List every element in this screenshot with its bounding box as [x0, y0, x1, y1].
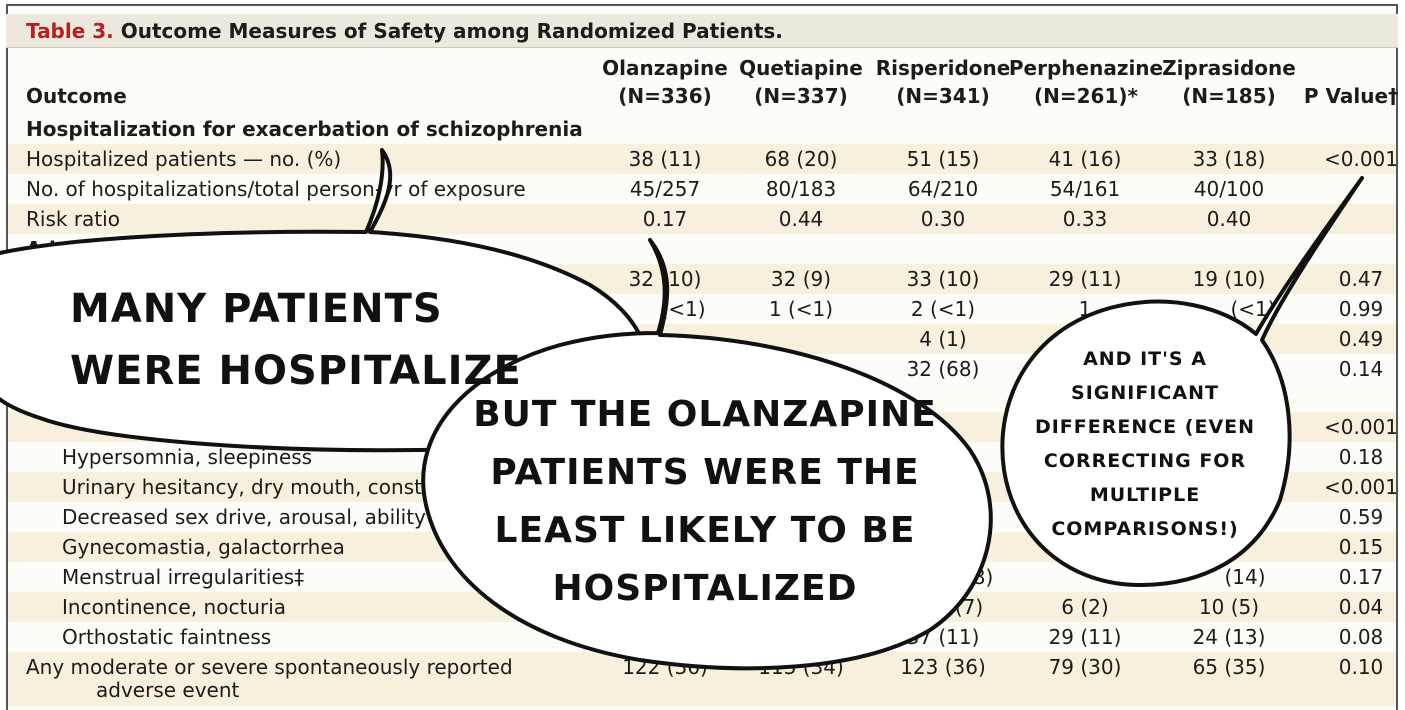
col-header-perphenazine: Perphenazine (N=261)*: [1008, 56, 1164, 108]
table-row: Menstrual irregularities‡ 8) (14) 0.17: [62, 565, 1384, 589]
table-row: Decreased sex drive, arousal, ability t …: [62, 505, 1384, 529]
table-row: No. of hospitalizations/total person-yr …: [26, 177, 1265, 201]
table-number: Table 3.: [26, 19, 114, 43]
table-row: Orthostatic faintness 37 (11) 29 (11) 24…: [62, 625, 1384, 649]
middle-bubble-text: But the Olanzapine patients were the lea…: [473, 394, 937, 609]
left-bubble-text: Many patients were hospitalize: [70, 286, 522, 394]
right-bubble-shape: [1000, 176, 1364, 587]
middle-bubble-shape: [421, 238, 993, 671]
section-row: Hospitalization for exacerbation of schi…: [8, 114, 1396, 144]
table-title: Table 3. Outcome Measures of Safety amon…: [6, 14, 1398, 48]
table-row: Hypersomnia, sleepiness 0.18: [62, 445, 1384, 469]
col-header-quetiapine: Quetiapine (N=337): [739, 56, 863, 108]
left-bubble-shape: [0, 148, 650, 453]
col-header-pvalue: P Value†: [1303, 84, 1399, 108]
col-header-ziprasidone: Ziprasidone (N=185): [1162, 56, 1296, 108]
table-row: (<1) 1 (<1) 2 (<1) 1 (<1) 0.99: [660, 297, 1384, 321]
outcome-header: Outcome: [26, 84, 127, 108]
col-header-risperidone: Risperidone (N=341): [875, 56, 1011, 108]
table-row: Risk ratio 0.17 0.44 0.30 0.33 0.40: [8, 204, 1396, 234]
col-header-olanzapine: Olanzapine (N=336): [602, 56, 728, 108]
table-row: 32 (68) 0.14: [906, 357, 1384, 381]
row-label-continuation: adverse event: [96, 678, 240, 702]
right-bubble-text: And it's a significant difference (even …: [1034, 348, 1256, 540]
table-row: Hospitalized patients — no. (%) 38 (11) …: [8, 144, 1398, 174]
table-title-text: Outcome Measures of Safety among Randomi…: [113, 19, 783, 43]
section-hospitalization: Hospitalization for exacerbation of schi…: [26, 117, 583, 141]
